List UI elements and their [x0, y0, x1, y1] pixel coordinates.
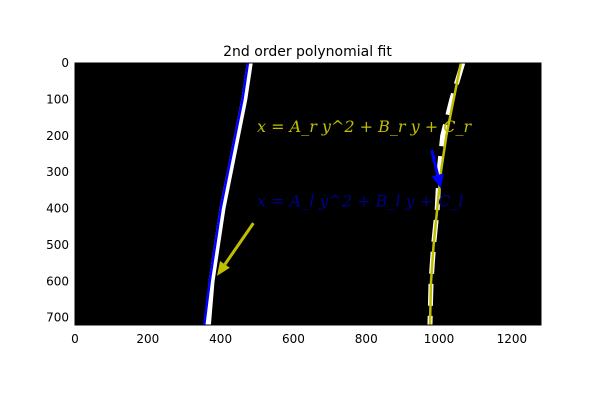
equation-label-1: x = A_l y^2 + B_l y + C_l	[257, 192, 464, 211]
x-tick-label: 400	[209, 332, 232, 346]
annotation-arrow-shaft-1	[223, 222, 255, 266]
annotation-arrow-shaft-0	[430, 149, 440, 176]
x-tick-label: 0	[71, 332, 79, 346]
y-tick-label: 0	[61, 56, 69, 70]
y-tick-label: 100	[46, 92, 69, 106]
x-tick-label: 600	[282, 332, 305, 346]
y-tick-label: 500	[46, 238, 69, 252]
plot-background	[75, 63, 541, 325]
y-tick-label: 700	[46, 311, 69, 325]
fit-curve-0	[202, 63, 250, 325]
annotation-layer: x = A_r y^2 + B_r y + C_rx = A_l y^2 + B…	[216, 117, 472, 276]
y-tick-label: 300	[46, 165, 69, 179]
left-lane-pixels	[204, 63, 253, 325]
x-tick-label: 800	[355, 332, 378, 346]
y-tick-label: 600	[46, 274, 69, 288]
x-axis: 0 200 400 600 800 1000 1200	[71, 63, 527, 346]
x-tick-label: 1200	[497, 332, 528, 346]
chart-title: 2nd order polynomial fit	[223, 44, 392, 60]
equation-label-0: x = A_r y^2 + B_r y + C_r	[257, 117, 472, 136]
fit-curve-1	[428, 63, 463, 325]
series-layer	[202, 63, 463, 325]
annotation-arrow-head-1	[216, 260, 230, 276]
y-tick-label: 400	[46, 202, 69, 216]
plot-frame	[74, 62, 542, 326]
y-tick-label: 200	[46, 129, 69, 143]
x-tick-label: 200	[136, 332, 159, 346]
y-axis: 0 100 200 300 400 500 600 700	[46, 56, 541, 325]
x-tick-label: 1000	[424, 332, 455, 346]
annotation-arrow-head-0	[431, 173, 444, 189]
